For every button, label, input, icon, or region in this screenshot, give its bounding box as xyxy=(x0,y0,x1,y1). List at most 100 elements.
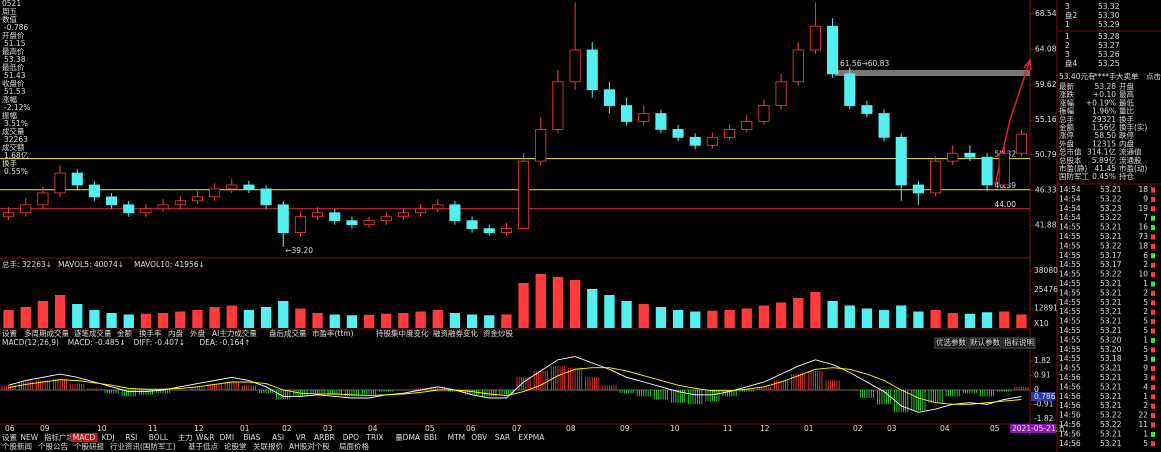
indicator-tab[interactable]: 设置 xyxy=(2,432,17,442)
ask-price: 53.30 xyxy=(1098,11,1120,20)
info-tab[interactable]: 关联报价 xyxy=(253,441,283,451)
candle-body xyxy=(724,128,736,138)
indicator-tab[interactable]: EXPMA xyxy=(518,433,545,442)
candle-body xyxy=(140,208,152,214)
bid-price: 53.27 xyxy=(1098,41,1120,50)
param-button-label[interactable]: 指标说明 xyxy=(1004,337,1034,347)
y-tick-label: 12891 xyxy=(1034,304,1058,313)
indicator-tab[interactable]: ARBR xyxy=(314,433,335,442)
trade-price: 53.21 xyxy=(1100,223,1122,232)
volume-bar xyxy=(398,313,409,328)
indicator-tab[interactable]: BOLL xyxy=(149,433,169,442)
param-button[interactable] xyxy=(968,337,1002,349)
indicator-tab[interactable]: KDJ xyxy=(102,433,115,442)
date-label: 12 xyxy=(194,424,204,433)
ask-level: 3 xyxy=(1065,2,1070,11)
indicator-tab[interactable]: OBV xyxy=(471,433,488,442)
trade-volume: 19 xyxy=(1138,204,1148,213)
volume-tab[interactable]: 换手率 xyxy=(139,328,162,338)
volume-tab[interactable]: 多周期成交量 xyxy=(24,328,69,338)
volume-tab[interactable]: 融资融券变化 xyxy=(433,328,478,338)
volume-header: MAVOL5: 40074↓ xyxy=(58,260,124,269)
indicator-tab[interactable]: NEW xyxy=(20,433,38,442)
info-tab[interactable]: 论股堂 xyxy=(224,441,247,451)
candle-body xyxy=(397,212,409,218)
volume-bar xyxy=(123,314,134,328)
trade-price: 53.21 xyxy=(1100,298,1122,307)
info-tab[interactable]: 局面价格 xyxy=(339,441,369,451)
volume-tab[interactable]: 外盘 xyxy=(190,328,205,338)
macd-header: DIFF: -0.407↓ xyxy=(134,338,185,347)
volume-tab[interactable]: 内盘 xyxy=(168,328,183,338)
trade-price: 53.21 xyxy=(1100,373,1122,382)
indicator-tab[interactable]: BIAS xyxy=(243,433,260,442)
candle-body xyxy=(981,156,993,186)
indicator-tab[interactable]: DPO xyxy=(343,433,359,442)
y-tick-label: 1.82 xyxy=(1034,356,1051,365)
trade-volume: 5 xyxy=(1143,317,1148,326)
volume-tab[interactable]: 市盈率(ttm) xyxy=(312,328,354,338)
trade-price: 53.21 xyxy=(1100,439,1122,448)
trade-time: 14:56 xyxy=(1059,373,1081,382)
volume-bar xyxy=(209,307,220,328)
candle-body xyxy=(123,204,135,214)
stat-label: 换手(实) xyxy=(1119,122,1147,132)
y-tick-label: 41.88 xyxy=(1035,221,1057,230)
info-tab[interactable]: AH股对个股 xyxy=(289,441,330,451)
volume-tab[interactable]: AI主力成交量 xyxy=(212,328,257,338)
indicator-tab[interactable]: BBI xyxy=(424,433,437,442)
param-button-label[interactable]: 优选参数 xyxy=(936,337,966,347)
date-label: 02 xyxy=(282,424,292,433)
param-button-label[interactable]: 默认参数 xyxy=(970,337,1000,347)
stat-value: +0.19% xyxy=(1086,98,1116,107)
indicator-tab[interactable]: VR xyxy=(296,433,306,442)
trade-volume: 3 xyxy=(1143,354,1148,363)
volume-tab[interactable]: 资金炒股 xyxy=(483,328,513,338)
indicator-tab[interactable]: ASI xyxy=(272,433,284,442)
indicator-tab[interactable]: TRIX xyxy=(365,433,383,442)
param-button[interactable] xyxy=(934,337,968,349)
info-label: 开盘价 xyxy=(2,30,25,40)
y-tick-label: 64.08 xyxy=(1035,44,1057,53)
big-order: 53.40元有 xyxy=(1059,71,1096,81)
param-button[interactable] xyxy=(1002,337,1036,349)
indicator-tab[interactable]: SAR xyxy=(495,433,510,442)
unit-label: X10 xyxy=(1034,319,1049,328)
stat-value: 12315 xyxy=(1092,139,1116,148)
indicator-tab[interactable]: RSI xyxy=(125,433,137,442)
candle-body xyxy=(449,204,461,222)
indicator-tab[interactable]: 量DMA xyxy=(395,433,421,442)
trade-time: 14:56 xyxy=(1059,420,1081,429)
indicator-tab[interactable]: W&R xyxy=(196,433,214,442)
volume-bar xyxy=(3,310,14,328)
volume-bar xyxy=(89,310,100,328)
candle-body xyxy=(329,212,341,222)
candle-body xyxy=(827,25,839,75)
indicator-tab[interactable]: MTM xyxy=(448,433,466,442)
indicator-tab[interactable]: 主力 xyxy=(178,432,193,442)
volume-tab[interactable]: 金额 xyxy=(117,328,132,338)
trade-volume: 2 xyxy=(1143,401,1148,410)
indicator-tab[interactable]: 指标广场 xyxy=(44,432,74,442)
info-tab[interactable]: 个股公告 xyxy=(38,441,68,451)
y-tick-label: 68.54 xyxy=(1035,9,1057,18)
volume-tab[interactable]: 盘后成交量 xyxy=(269,328,307,338)
trade-volume: 2 xyxy=(1143,307,1148,316)
stat-label: 市盈(动) xyxy=(1119,163,1147,173)
indicator-tab[interactable]: DMI xyxy=(220,433,234,442)
candle-body xyxy=(243,184,255,190)
indicator-tab[interactable]: MACD xyxy=(73,433,96,442)
y-tick-label: 0 xyxy=(1034,385,1039,394)
volume-tab[interactable]: 持股集中度变化 xyxy=(376,328,429,338)
volume-tab[interactable]: 设置 xyxy=(2,328,17,338)
stat-label: 最新 xyxy=(1059,81,1075,91)
stat-value: 1.56亿 xyxy=(1092,122,1117,132)
info-tab[interactable]: 个股新闻 xyxy=(2,441,32,451)
volume-tab[interactable]: 逐笔成交量 xyxy=(74,328,112,338)
trade-flag xyxy=(1151,441,1155,447)
info-tab[interactable]: 行业资讯(国防军工) xyxy=(110,441,176,451)
date-label: 05 xyxy=(425,424,435,433)
trade-price: 53.18 xyxy=(1100,354,1122,363)
info-tab[interactable]: 个股研报 xyxy=(74,441,104,451)
info-tab[interactable]: 基于低点 xyxy=(188,441,218,451)
